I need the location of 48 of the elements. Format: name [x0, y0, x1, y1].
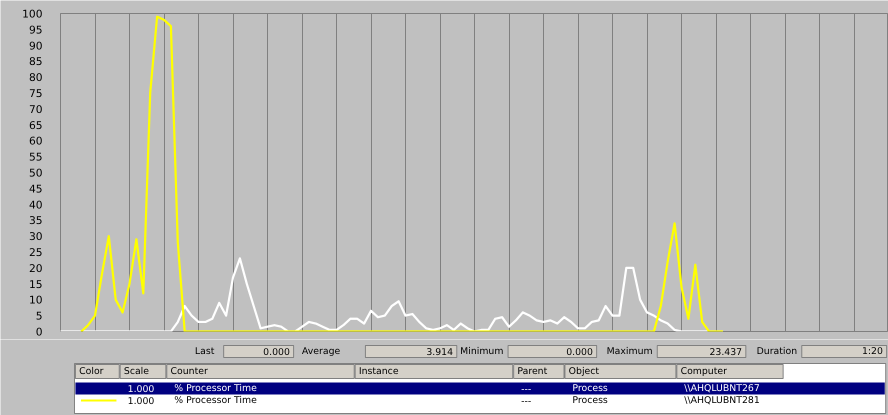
text: 1:20: [862, 346, 883, 357]
y-tick-label: 20: [28, 262, 43, 275]
text: Scale: [124, 366, 150, 377]
text: Minimum: [460, 346, 504, 357]
y-tick-label: 30: [28, 230, 43, 244]
text: 0.000: [263, 347, 290, 358]
text: Instance: [358, 366, 399, 377]
y-tick-label: 85: [28, 55, 43, 68]
text: \\AHQLUBNT281: [684, 395, 760, 406]
text: 0.000: [566, 347, 593, 358]
text: 1.000: [128, 396, 154, 407]
y-tick-label: 60: [28, 134, 43, 148]
y-tick-label: 55: [28, 150, 43, 164]
y-tick-label: 0: [36, 326, 43, 338]
y-tick-label: 65: [28, 118, 43, 132]
y-tick-label: 35: [28, 214, 43, 228]
y-tick-label: 25: [28, 246, 43, 259]
text: Maximum: [606, 346, 653, 357]
y-tick-label: 5: [36, 310, 42, 323]
y-tick-label: 75: [28, 87, 43, 100]
y-tick-label: 100: [22, 8, 43, 20]
text: Process: [572, 383, 608, 394]
y-tick-label: 10: [28, 294, 43, 307]
y-tick-label: 40: [28, 198, 43, 212]
y-tick-label: 95: [28, 23, 43, 36]
text: Object: [568, 366, 600, 377]
text: Last: [194, 346, 215, 357]
text: Computer: [680, 366, 728, 377]
y-tick-label: 45: [28, 182, 43, 196]
text: % Processor Time: [174, 395, 258, 406]
y-tick-label: 80: [28, 71, 43, 84]
y-tick-label: 15: [28, 278, 43, 291]
text: % Processor Time: [174, 383, 258, 394]
text: 3.914: [426, 347, 454, 358]
text: Duration: [756, 346, 798, 357]
text: Average: [302, 346, 340, 357]
text: 23.437: [709, 347, 742, 358]
y-tick-label: 90: [28, 39, 43, 52]
text: \\AHQLUBNT267: [684, 383, 760, 394]
text: 1.000: [128, 384, 154, 395]
text: Process: [572, 395, 608, 406]
text: Counter: [170, 366, 208, 377]
text: ---: [521, 396, 532, 407]
y-tick-label: 70: [28, 102, 43, 116]
text: Parent: [517, 366, 548, 377]
text: ---: [521, 384, 532, 395]
text: Color: [79, 366, 104, 377]
y-tick-label: 50: [28, 166, 43, 180]
